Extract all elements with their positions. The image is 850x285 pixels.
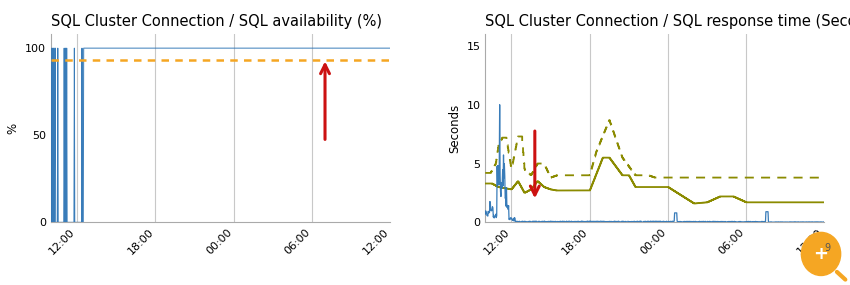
Text: +: + [813, 245, 829, 263]
Circle shape [802, 232, 841, 276]
Text: SQL Cluster Connection / SQL availability (%): SQL Cluster Connection / SQL availabilit… [51, 14, 382, 29]
Text: 9: 9 [824, 243, 830, 253]
Y-axis label: Seconds: Seconds [448, 104, 461, 153]
Text: SQL Cluster Connection / SQL response time (Seconds): SQL Cluster Connection / SQL response ti… [485, 14, 850, 29]
Y-axis label: %: % [7, 123, 20, 134]
